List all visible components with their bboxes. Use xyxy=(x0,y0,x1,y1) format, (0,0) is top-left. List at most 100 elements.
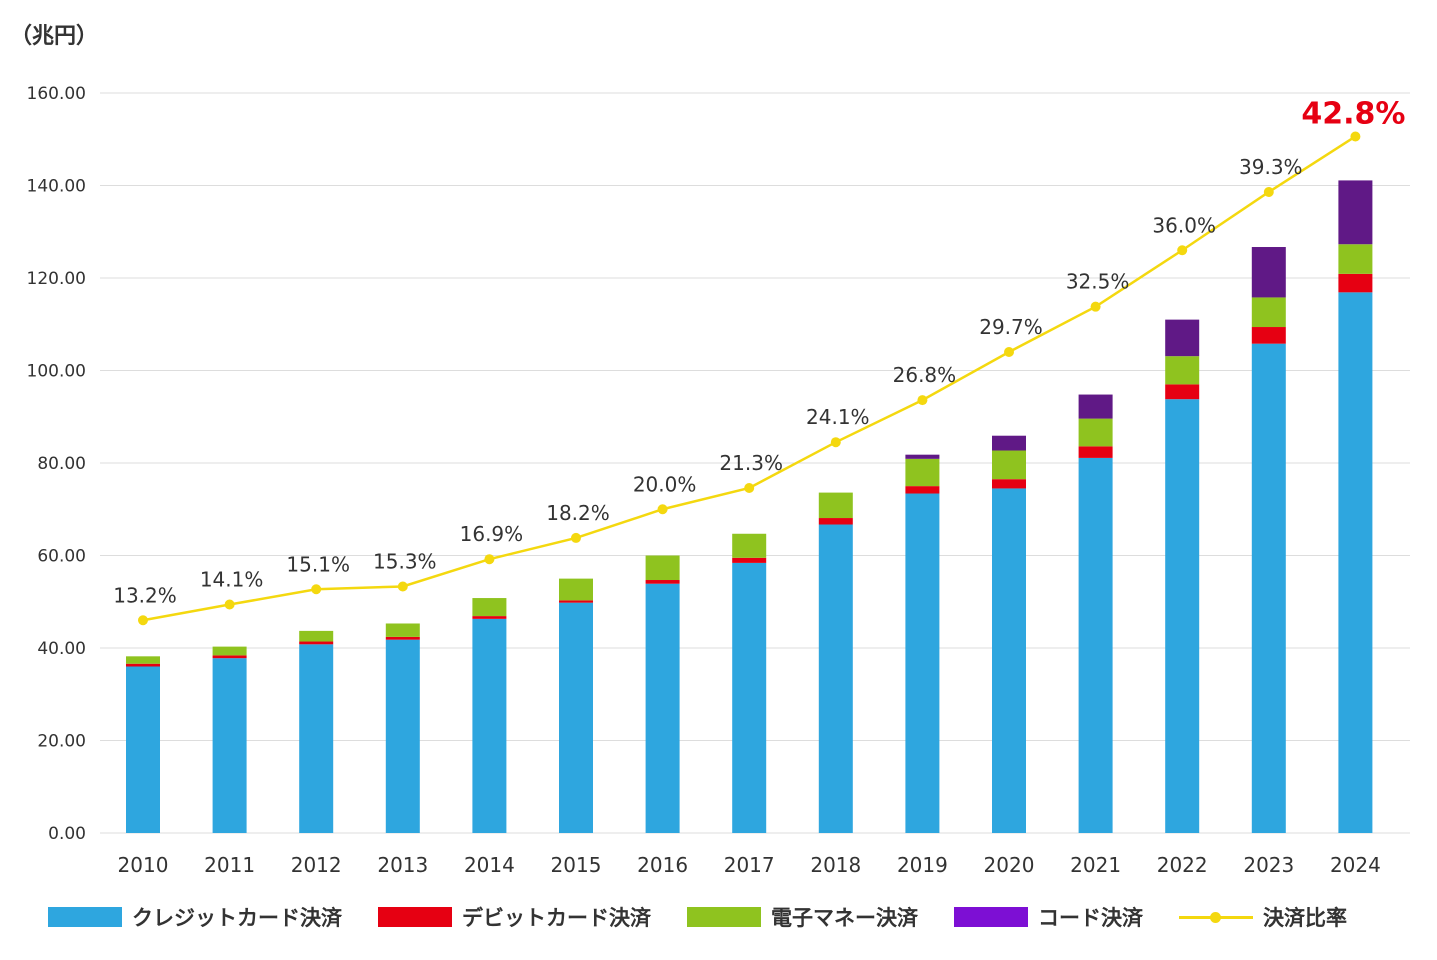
unit-label: （兆円） xyxy=(10,24,99,49)
legend-item-credit: クレジットカード決済 xyxy=(48,902,342,932)
x-tick-label: 2017 xyxy=(724,853,775,877)
bar-segment-code xyxy=(1338,180,1373,245)
bar-segment-emoney xyxy=(818,492,853,519)
ratio-point xyxy=(484,554,495,565)
y-tick-label: 0.00 xyxy=(48,824,86,844)
bar-segment-debit xyxy=(1165,384,1200,400)
legend-label-debit: デビットカード決済 xyxy=(462,906,651,930)
legend-item-emoney: 電子マネー決済 xyxy=(687,902,918,932)
ratio-point xyxy=(830,437,841,448)
bar-segment-debit xyxy=(385,636,420,640)
legend-swatch-debit xyxy=(378,907,452,927)
y-tick-label: 40.00 xyxy=(37,639,86,659)
bar-segment-emoney xyxy=(1251,297,1286,328)
bar-segment-credit xyxy=(645,583,680,833)
ratio-point xyxy=(1177,245,1188,256)
ratio-point xyxy=(1090,301,1101,312)
bar-segment-debit xyxy=(1251,327,1286,344)
legend-item-ratio: 決済比率 xyxy=(1179,902,1347,932)
bar-segment-emoney xyxy=(732,533,767,558)
ratio-point xyxy=(744,482,755,493)
legend-label-emoney: 電子マネー決済 xyxy=(771,906,918,930)
bar-segment-emoney xyxy=(905,458,940,487)
bar-segment-debit xyxy=(126,663,160,667)
bar-segment-credit xyxy=(818,524,853,833)
bar-segment-debit xyxy=(905,486,940,494)
x-tick-label: 2022 xyxy=(1157,853,1208,877)
x-tick-label: 2019 xyxy=(897,853,948,877)
bar-segment-emoney xyxy=(559,578,593,601)
bar-segment-code xyxy=(1251,247,1286,298)
legend-label-ratio: 決済比率 xyxy=(1263,906,1347,930)
bar-segment-code xyxy=(905,454,940,459)
y-tick-label: 80.00 xyxy=(37,454,86,474)
ratio-data-label: 24.1% xyxy=(806,405,870,429)
x-tick-label: 2016 xyxy=(637,853,688,877)
ratio-data-label: 18.2% xyxy=(546,501,610,525)
bar-segment-code xyxy=(992,435,1026,451)
bar-segment-credit xyxy=(992,488,1026,833)
y-tick-label: 140.00 xyxy=(27,177,86,197)
bar-segment-credit xyxy=(1165,399,1200,833)
bar-segment-debit xyxy=(992,479,1026,489)
y-tick-label: 60.00 xyxy=(37,547,86,567)
x-tick-label: 2024 xyxy=(1330,853,1381,877)
ratio-point xyxy=(224,599,235,610)
bar-segment-credit xyxy=(472,618,507,833)
ratio-point xyxy=(397,581,408,592)
bar-segment-code xyxy=(1165,319,1200,357)
bar-segment-emoney xyxy=(1165,356,1200,385)
legend-item-debit: デビットカード決済 xyxy=(378,902,651,932)
bar-segment-debit xyxy=(645,580,680,584)
legend-swatch-credit xyxy=(48,907,122,927)
ratio-point xyxy=(1263,186,1274,197)
bar-segment-credit xyxy=(299,644,334,833)
legend-swatch-emoney xyxy=(687,907,761,927)
ratio-data-label: 16.9% xyxy=(460,522,524,546)
ratio-data-label: 13.2% xyxy=(113,583,177,607)
bar-segment-emoney xyxy=(992,450,1026,480)
ratio-data-label: 20.0% xyxy=(633,472,697,496)
bar-segment-credit xyxy=(905,493,940,833)
bar-segment-credit xyxy=(1251,343,1286,833)
bar-segment-code xyxy=(1078,394,1113,419)
bar-segment-debit xyxy=(732,557,767,563)
ratio-data-label: 15.1% xyxy=(286,552,350,576)
bar-segment-debit xyxy=(559,600,593,603)
ratio-data-label: 26.8% xyxy=(893,363,957,387)
x-tick-label: 2014 xyxy=(464,853,515,877)
x-tick-label: 2021 xyxy=(1070,853,1121,877)
bar-segment-emoney xyxy=(1338,244,1373,274)
bar-segment-emoney xyxy=(385,623,420,637)
bar-segment-debit xyxy=(1338,273,1373,293)
ratio-data-label: 15.3% xyxy=(373,549,437,573)
x-tick-label: 2012 xyxy=(291,853,342,877)
bar-segment-debit xyxy=(1078,446,1113,458)
bar-segment-emoney xyxy=(299,630,334,642)
x-tick-label: 2011 xyxy=(204,853,255,877)
bar-segment-credit xyxy=(212,658,247,833)
bar-segment-emoney xyxy=(645,555,680,581)
x-tick-label: 2020 xyxy=(984,853,1035,877)
bar-segment-credit xyxy=(126,666,160,833)
x-tick-label: 2015 xyxy=(551,853,602,877)
bar-segment-credit xyxy=(385,639,420,833)
y-tick-label: 100.00 xyxy=(27,362,86,382)
y-tick-label: 120.00 xyxy=(27,269,86,289)
ratio-point xyxy=(657,504,668,515)
ratio-point xyxy=(311,584,322,595)
legend-label-credit: クレジットカード決済 xyxy=(132,906,342,930)
legend: クレジットカード決済 デビットカード決済 電子マネー決済 コード決済 決済比率 xyxy=(48,900,1383,934)
bar-segment-debit xyxy=(818,518,853,525)
bar-segment-emoney xyxy=(126,656,160,664)
legend-label-code: コード決済 xyxy=(1038,906,1143,930)
y-tick-label: 160.00 xyxy=(27,84,86,104)
ratio-point xyxy=(1004,347,1014,357)
bar-segment-credit xyxy=(732,562,767,833)
ratio-point xyxy=(917,395,928,406)
bar-segment-debit xyxy=(472,616,507,619)
x-tick-label: 2023 xyxy=(1243,853,1294,877)
x-tick-label: 2013 xyxy=(377,853,428,877)
bar-segment-credit xyxy=(1338,292,1373,833)
x-tick-label: 2010 xyxy=(118,853,169,877)
